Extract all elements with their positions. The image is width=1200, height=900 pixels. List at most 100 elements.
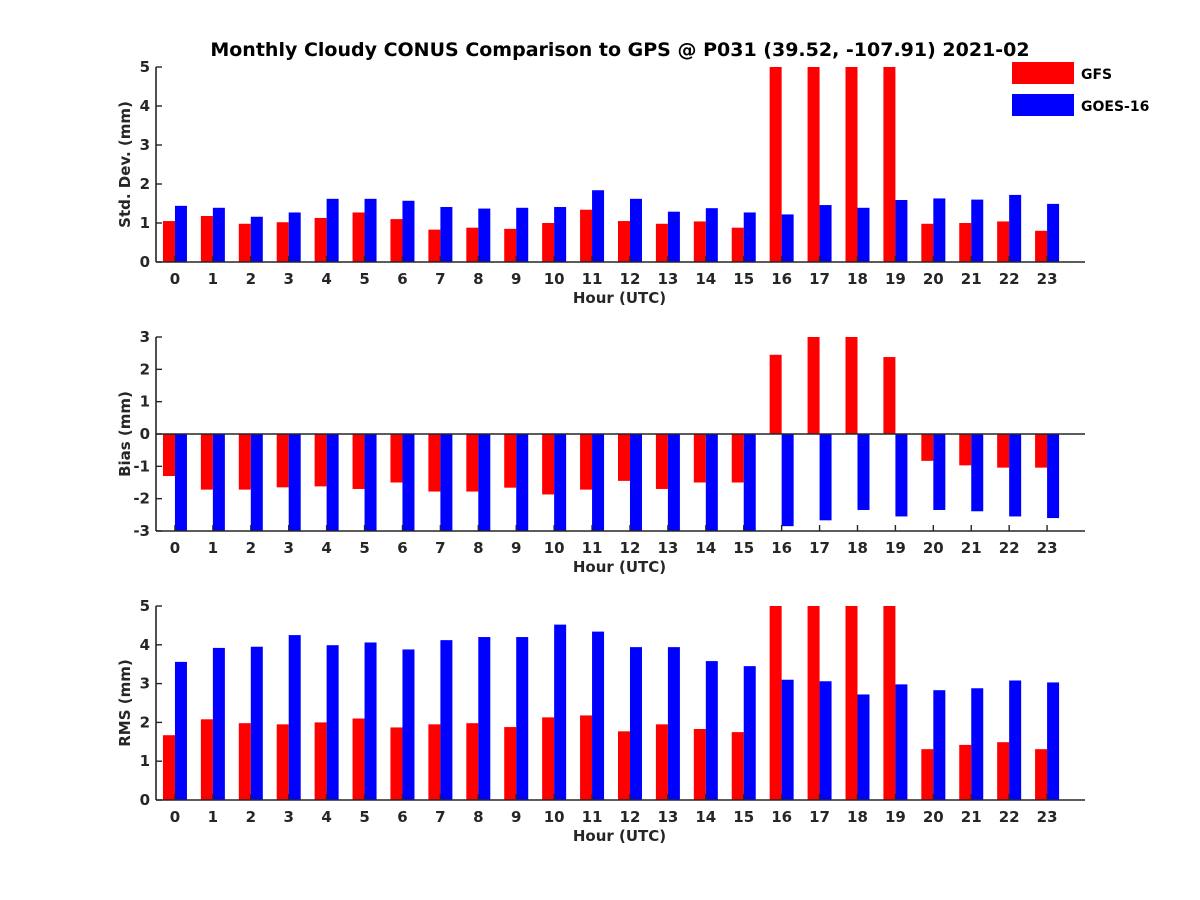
bar-gfs-hour-15 [731,227,744,262]
bar-gfs-hour-14 [693,434,706,483]
bar-goes16-hour-12 [629,647,642,800]
bar-gfs-hour-23 [1035,434,1048,468]
x-tick-label: 22 [999,808,1020,826]
bar-goes16-hour-10 [554,207,567,262]
x-tick-label: 4 [321,270,331,288]
bar-gfs-hour-22 [997,434,1010,468]
bar-gfs-hour-6 [390,434,403,483]
bar-gfs-hour-10 [542,717,555,800]
bar-goes16-hour-5 [364,434,377,531]
y-tick-label: 4 [140,636,150,654]
x-tick-label: 8 [473,808,483,826]
x-tick-label: 11 [582,539,603,557]
x-tick-label: 6 [397,539,407,557]
y-tick-label: 3 [140,328,150,346]
bar-gfs-hour-13 [655,223,668,262]
bar-gfs-hour-8 [466,434,479,492]
x-tick-label: 0 [170,808,180,826]
legend-label-goes16: GOES-16 [1081,99,1149,115]
bar-goes16-hour-20 [933,690,946,800]
bar-goes16-hour-2 [250,646,263,800]
x-tick-label: 14 [695,270,716,288]
legend-label-gfs: GFS [1081,67,1112,83]
bar-goes16-hour-18 [857,434,870,510]
bar-goes16-hour-12 [629,434,642,531]
x-tick-label: 17 [809,539,830,557]
bar-goes16-hour-8 [478,434,491,531]
y-tick-label: 4 [140,97,150,115]
x-tick-label: 8 [473,539,483,557]
x-tick-label: 23 [1037,539,1058,557]
bar-gfs-hour-18 [845,67,858,262]
y-tick-label: 2 [140,175,150,193]
x-tick-label: 7 [435,270,445,288]
bar-gfs-hour-22 [997,221,1010,262]
bar-gfs-hour-9 [504,434,517,488]
bar-goes16-hour-7 [440,207,453,262]
bar-gfs-hour-9 [504,727,517,800]
x-tick-label: 7 [435,539,445,557]
bar-gfs-hour-16 [769,606,782,800]
bar-gfs-hour-17 [807,606,820,800]
bar-gfs-hour-3 [276,222,289,262]
bar-goes16-hour-4 [326,645,339,800]
bar-gfs-hour-0 [162,434,175,477]
x-tick-label: 13 [657,808,678,826]
bar-gfs-hour-16 [769,354,782,434]
x-tick-label: 1 [208,270,218,288]
bar-gfs-hour-6 [390,219,403,262]
bar-goes16-hour-21 [971,688,984,800]
bar-gfs-hour-2 [238,223,251,262]
bar-gfs-hour-18 [845,337,858,434]
x-axis-label: Hour (UTC) [573,558,666,576]
x-axis-label: Hour (UTC) [573,827,666,845]
bar-gfs-hour-17 [807,337,820,434]
bar-gfs-hour-20 [921,434,934,461]
x-tick-label: 6 [397,808,407,826]
x-tick-label: 12 [620,270,641,288]
x-tick-label: 5 [359,808,369,826]
bar-goes16-hour-19 [895,684,908,800]
x-tick-label: 14 [695,808,716,826]
y-tick-label: 1 [140,393,150,411]
x-tick-label: 12 [620,539,641,557]
bar-goes16-hour-2 [250,216,263,262]
bar-goes16-hour-11 [592,631,605,800]
bar-goes16-hour-6 [402,649,415,800]
x-tick-label: 2 [246,539,256,557]
bar-goes16-hour-21 [971,434,984,512]
x-tick-label: 15 [733,808,754,826]
x-tick-label: 19 [885,808,906,826]
x-tick-label: 21 [961,808,982,826]
bar-goes16-hour-2 [250,434,263,531]
bar-gfs-hour-10 [542,223,555,262]
legend-swatch-gfs [1012,62,1074,84]
bar-gfs-hour-19 [883,606,896,800]
bar-goes16-hour-20 [933,198,946,262]
x-tick-label: 10 [544,808,565,826]
bar-gfs-hour-4 [314,217,327,262]
bar-gfs-hour-3 [276,724,289,800]
bar-goes16-hour-1 [212,434,225,531]
bar-goes16-hour-15 [743,212,756,262]
bar-gfs-hour-5 [352,718,365,800]
bar-gfs-hour-9 [504,228,517,262]
bar-goes16-hour-11 [592,190,605,262]
bar-gfs-hour-7 [428,724,441,800]
bar-goes16-hour-13 [667,647,680,800]
bar-goes16-hour-5 [364,198,377,262]
bar-goes16-hour-6 [402,200,415,262]
y-tick-label: -2 [133,490,150,508]
x-tick-label: 20 [923,808,944,826]
bar-goes16-hour-9 [516,207,529,262]
bar-goes16-hour-14 [705,208,718,262]
y-axis-label: Std. Dev. (mm) [116,101,134,228]
bar-gfs-hour-10 [542,434,555,495]
x-tick-label: 19 [885,270,906,288]
x-tick-label: 4 [321,539,331,557]
bar-gfs-hour-5 [352,434,365,489]
bar-gfs-hour-20 [921,223,934,262]
bar-gfs-hour-11 [580,434,593,490]
x-axis-label: Hour (UTC) [573,289,666,307]
